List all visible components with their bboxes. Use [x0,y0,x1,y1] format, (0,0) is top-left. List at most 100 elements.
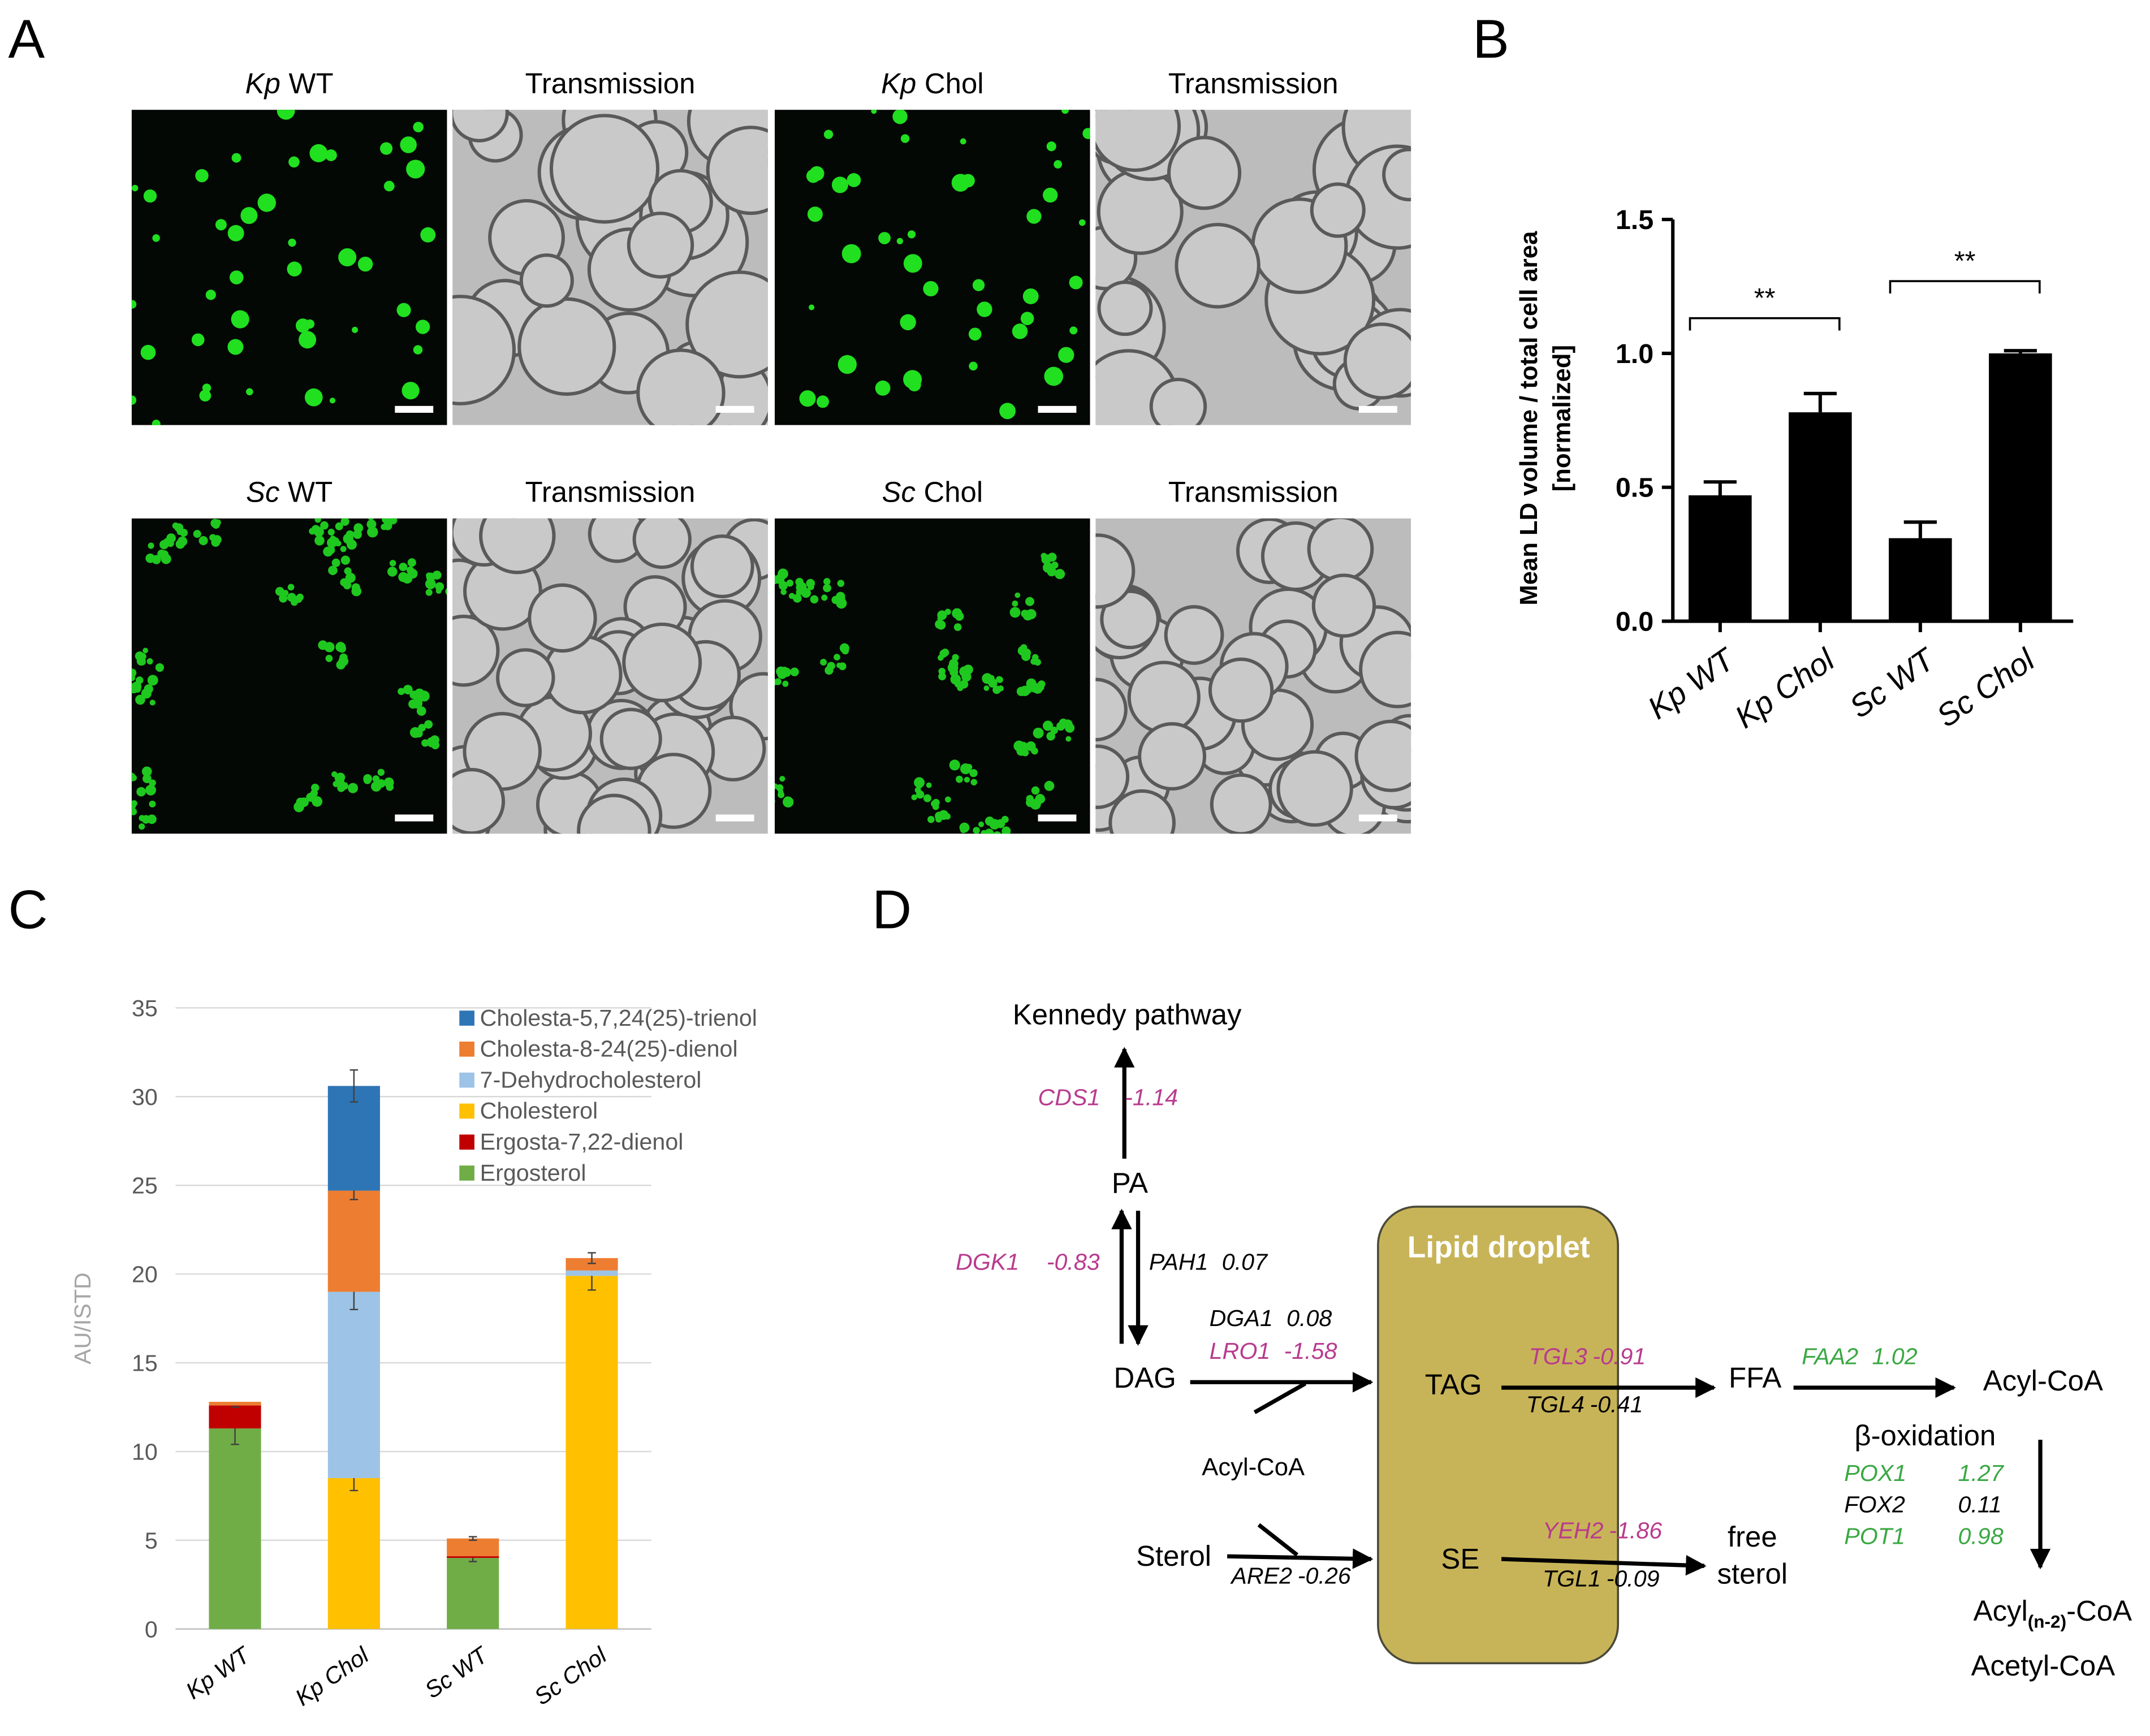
gene-name: FAA2 [1802,1344,1858,1370]
lipid-droplet [1009,607,1021,618]
gene-name: DGK1 [956,1249,1019,1275]
bar-segment [565,1270,618,1276]
lipid-droplet [424,720,433,729]
cell [528,583,597,653]
lipid-droplet [314,536,325,546]
bar-segment [565,1258,618,1271]
cell [517,297,616,396]
node-part: Acyl [1974,1595,2028,1627]
gene-value: -0.41 [1590,1392,1643,1418]
bar [1889,538,1952,621]
lipid-droplet [413,122,424,133]
lipid-droplet [1050,726,1058,735]
lipid-droplet [841,647,849,655]
lipid-droplet [969,768,978,778]
bar [1789,412,1852,621]
lipid-droplet [985,817,995,826]
lipid-droplet [340,555,350,565]
bar-segment [209,1405,261,1429]
lipid-droplet [993,831,1001,834]
lipid-droplet [379,142,393,155]
lipid-droplet [314,518,321,523]
lipid-droplet [923,280,939,297]
lipid-droplet [903,254,922,273]
node-label: Acyl(n-2)-CoA [1974,1595,2132,1631]
lipid-droplet [1078,219,1086,226]
lipid-droplet [938,667,946,675]
image-label: Sc WT [246,476,333,508]
lipid-droplet [163,538,171,546]
error-bar [1903,520,1937,538]
lipid-droplet [340,781,348,790]
scale-bar [715,405,754,413]
lipid-droplet [152,234,160,242]
gene-value: -1.14 [1125,1084,1178,1110]
x-tick-label: Sc Chol [1930,641,2041,734]
lipid-droplet [892,110,908,124]
lipid-droplet [146,658,153,665]
lipid-droplet [325,149,337,161]
lipid-droplet [823,129,834,139]
gene-label: TGL3 -0.91 [1529,1344,1646,1370]
gene-value: -0.83 [1047,1249,1100,1275]
lipid-droplet [1044,780,1055,791]
lipid-droplet [351,583,360,592]
cell [1095,110,1181,172]
lipid-droplet [381,524,387,530]
lipid-droplet [296,797,305,806]
bar-segment [209,1428,261,1629]
lipid-droplet [923,794,931,802]
branch [1253,1381,1307,1414]
panel-label: A [8,8,45,70]
lipid-droplet [988,675,995,681]
gene-label: DGA1 0.08 [1210,1305,1332,1331]
lipid-droplet [275,586,284,596]
image-label: Transmission [1168,476,1339,508]
gene-value: 0.98 [1958,1523,2004,1549]
lipid-droplet [938,672,947,681]
lipid-droplet [1065,736,1072,742]
cell [496,648,555,707]
significance-bracket [1889,280,2041,294]
lipid-droplet [937,610,947,620]
image-label: Kp Chol [881,67,984,100]
lipid-droplet [131,681,142,692]
lipid-droplet [305,319,315,329]
legend-swatch [459,1010,474,1026]
lipid-droplet [782,680,789,687]
lipid-droplet [435,588,442,594]
lipid-droplet [1061,110,1069,114]
lipid-droplet [998,685,1004,692]
lipid-droplet [960,138,966,145]
lipid-droplet [367,526,378,538]
lipid-droplet [279,594,288,603]
micrograph [1095,518,1411,834]
lipid-droplet [1043,187,1058,203]
micrograph [774,518,1090,834]
gene-value: 1.02 [1872,1344,1917,1370]
lipid-droplet [136,787,146,797]
lipid-droplet [959,680,969,689]
y-tick-label: 15 [132,1350,158,1376]
lipid-droplet [425,589,433,596]
lipid-droplet [806,169,821,183]
lipid-droplet [900,134,910,143]
cell [632,518,692,569]
lipid-droplet [139,815,145,822]
lipid-droplet [1043,720,1054,731]
lipid-droplet [1082,128,1090,139]
lipid-droplet [945,796,951,803]
arrow [1501,1554,1707,1576]
lipid-droplet [343,581,352,590]
lipid-droplet [309,144,328,162]
lipid-droplet [1054,160,1063,169]
gene-name: CDS1 [1038,1084,1100,1110]
lipid-droplet [996,676,1003,683]
lipid-droplet [956,775,963,783]
lipid-droplet [193,530,201,538]
lipid-droplet [1031,786,1040,795]
lipid-droplet [1026,209,1042,224]
cell [1097,280,1153,336]
cell [1382,148,1411,201]
lipid-droplet [145,784,156,796]
